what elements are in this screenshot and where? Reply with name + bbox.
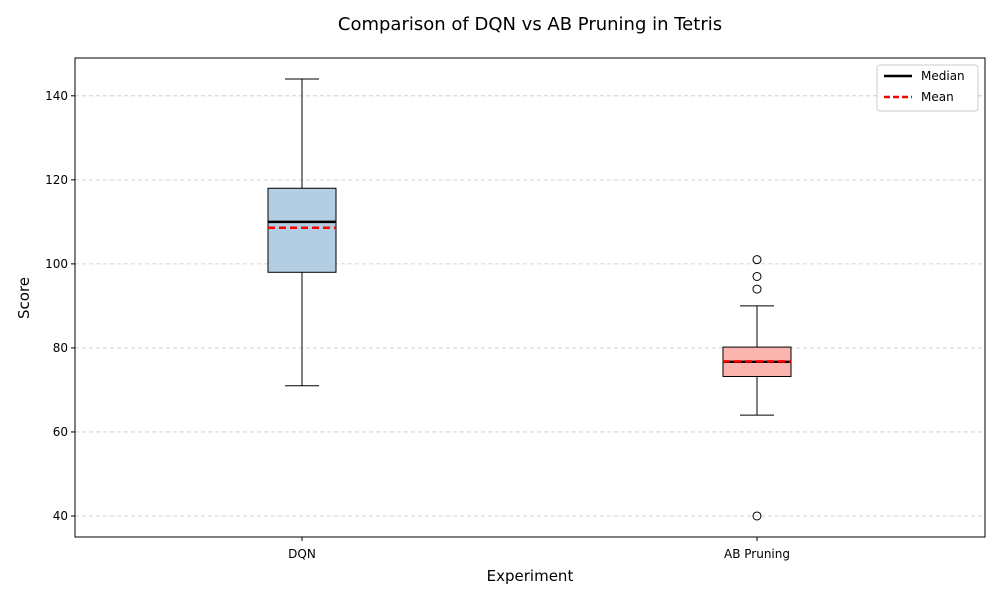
box-dqn [267,78,337,387]
y-tick-label: 60 [53,425,68,439]
y-axis-ticks: 40 60 80 100 120 140 [45,89,75,523]
y-tick-label: 140 [45,89,68,103]
outlier-point [752,511,762,521]
legend-label: Mean [921,90,954,104]
box-group [267,78,792,521]
outlier-point [752,271,762,281]
x-axis-label: Experiment [487,567,574,585]
iqr-box [267,187,337,273]
plot-frame [74,57,986,538]
legend-label: Median [921,69,965,83]
chart-title: Comparison of DQN vs AB Pruning in Tetri… [338,14,722,35]
outlier-point [752,284,762,294]
y-axis-label: Score [15,277,33,319]
y-tick-label: 100 [45,257,68,271]
y-tick-label: 80 [53,341,68,355]
y-tick-label: 40 [53,509,68,523]
x-tick-label: DQN [288,547,316,561]
x-tick-label: AB Pruning [724,547,790,561]
box-ab-pruning [722,255,792,521]
y-tick-label: 120 [45,173,68,187]
grid-lines [75,95,985,517]
x-axis-ticks: DQN AB Pruning [288,537,790,561]
outlier-point [752,255,762,265]
legend: Median Mean [876,64,979,112]
